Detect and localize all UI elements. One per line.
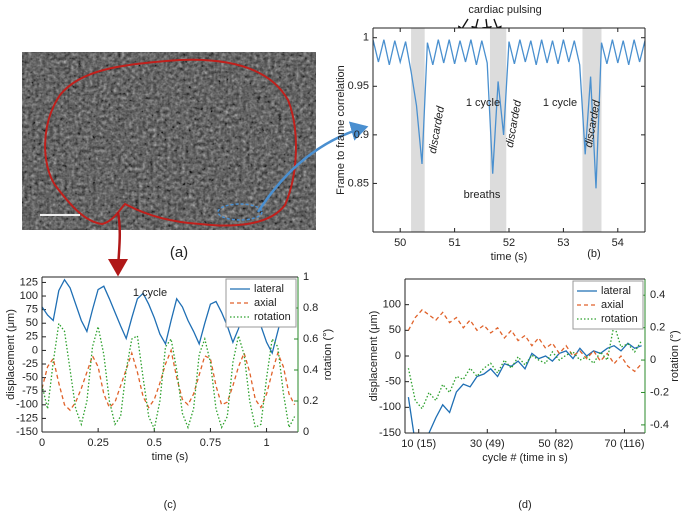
x-tick-label: 70 (116)	[604, 438, 644, 450]
series-line	[407, 342, 642, 433]
link-arrow	[108, 211, 129, 277]
series-line	[407, 308, 643, 373]
x-tick-label: 0.75	[200, 437, 221, 449]
annotation: 1 cycle	[466, 97, 500, 109]
panel-label: (d)	[518, 499, 531, 511]
y-tick-label: 0.95	[348, 80, 369, 92]
y2-axis-label: rotation (°)	[322, 329, 334, 380]
y-tick-label: -100	[16, 399, 38, 411]
legend-label: lateral	[254, 283, 284, 295]
discarded-band	[489, 28, 507, 232]
x-tick-label: 50 (82)	[538, 438, 573, 450]
y-tick-label: 0.85	[348, 177, 369, 189]
x-tick-label: 54	[612, 237, 624, 249]
annotation: 1 cycle	[133, 287, 167, 299]
y-tick-label: 50	[26, 317, 38, 329]
y-tick-label: 75	[26, 304, 38, 316]
x-axis-label: cycle # (time in s)	[482, 452, 568, 464]
y-tick-label: -125	[16, 412, 38, 424]
panel-label: (a)	[170, 244, 188, 261]
annotation: 1 cycle	[543, 97, 577, 109]
y-tick-label: -75	[22, 385, 38, 397]
series-line	[42, 321, 296, 432]
ultrasound-image	[22, 52, 316, 230]
y2-axis-label: rotation (°)	[669, 330, 681, 381]
series-line	[42, 348, 296, 412]
y2-tick-label: 0	[303, 426, 309, 438]
y2-tick-label: 0.2	[303, 395, 318, 407]
y-tick-label: 25	[26, 331, 38, 343]
y-tick-label: 1	[363, 32, 369, 44]
series-line	[373, 39, 645, 189]
y2-tick-label: 0.2	[650, 322, 665, 334]
y-tick-label: -50	[385, 376, 401, 388]
y-tick-label: 50	[389, 324, 401, 336]
x-tick-label: 0.25	[87, 437, 108, 449]
legend-label: rotation	[254, 311, 291, 323]
legend-label: lateral	[601, 285, 631, 297]
panel-label: (c)	[164, 499, 177, 511]
y2-tick-label: 0	[650, 354, 656, 366]
y-tick-label: 0	[395, 350, 401, 362]
legend-label: axial	[601, 299, 624, 311]
x-tick-label: 0.5	[147, 437, 162, 449]
discarded-band	[411, 28, 425, 232]
y-tick-label: -25	[22, 358, 38, 370]
panel-label: (b)	[587, 248, 600, 260]
y2-tick-label: 0.4	[303, 364, 318, 376]
x-tick-label: 0	[39, 437, 45, 449]
y-axis-label: displacement (μm)	[5, 309, 17, 400]
x-tick-label: 30 (49)	[470, 438, 505, 450]
y2-tick-label: -0.4	[650, 419, 669, 431]
y2-tick-label: -0.2	[650, 386, 669, 398]
x-tick-label: 52	[503, 237, 515, 249]
y-tick-label: -100	[379, 401, 401, 413]
y2-tick-label: 1	[303, 271, 309, 283]
y-tick-label: 100	[20, 290, 38, 302]
y-tick-label: -150	[379, 427, 401, 439]
y-tick-label: 100	[383, 299, 401, 311]
y-tick-label: -150	[16, 426, 38, 438]
y-tick-label: 0	[32, 344, 38, 356]
x-axis-label: time (s)	[491, 251, 528, 263]
y-tick-label: -50	[22, 372, 38, 384]
annotation: cardiac pulsing	[468, 4, 541, 16]
y-axis-label: Frame to frame correlation	[335, 65, 347, 195]
x-tick-label: 51	[448, 237, 460, 249]
y-tick-label: 0.9	[354, 129, 369, 141]
x-tick-label: 1	[263, 437, 269, 449]
y-axis-label: displacement (μm)	[368, 311, 380, 402]
y2-tick-label: 0.6	[303, 333, 318, 345]
annotation: breaths	[464, 189, 501, 201]
x-axis-label: time (s)	[152, 451, 189, 463]
y2-tick-label: 0.8	[303, 302, 318, 314]
y-tick-label: 125	[20, 276, 38, 288]
link-arrow	[256, 121, 369, 213]
legend-label: axial	[254, 297, 277, 309]
x-tick-label: 50	[394, 237, 406, 249]
legend-label: rotation	[601, 313, 638, 325]
x-tick-label: 10 (15)	[401, 438, 436, 450]
y2-tick-label: 0.4	[650, 289, 665, 301]
x-tick-label: 53	[557, 237, 569, 249]
